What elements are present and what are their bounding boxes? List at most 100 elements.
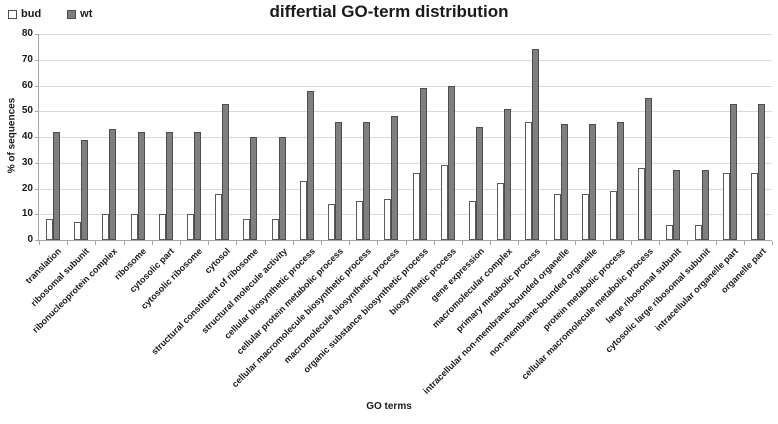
bar-bud: [356, 201, 364, 240]
bar-wt: [306, 90, 314, 240]
bar-wt: [53, 131, 61, 240]
gridline: [39, 214, 772, 216]
x-tick-mark: [377, 241, 379, 245]
bar-bud: [158, 214, 166, 240]
bar-bud: [271, 219, 279, 240]
gridline: [39, 85, 772, 87]
x-tick-mark: [518, 241, 520, 245]
bar-wt: [109, 129, 117, 240]
y-tick-label: 70: [21, 53, 33, 65]
bar-bud: [243, 219, 251, 240]
bar-bud: [497, 183, 505, 240]
x-axis-title: GO terms: [366, 401, 412, 412]
x-tick-mark: [264, 241, 266, 245]
y-tick-label: 20: [21, 182, 33, 194]
bar-wt: [475, 126, 483, 240]
x-tick-mark: [433, 241, 435, 245]
legend-label-wt: wt: [80, 8, 93, 20]
x-tick-mark: [67, 241, 69, 245]
gridline: [39, 111, 772, 113]
bar-wt: [588, 124, 596, 240]
x-tick-mark: [320, 241, 322, 245]
chart-title: differtial GO-term distribution: [269, 2, 509, 21]
bar-bud: [384, 198, 392, 240]
bar-wt: [447, 85, 455, 240]
x-tick-mark: [715, 241, 717, 245]
legend-swatch-bud-icon: [8, 9, 17, 19]
y-tick-label: 40: [21, 131, 33, 142]
bar-bud: [581, 193, 589, 240]
legend-label-bud: bud: [21, 8, 42, 20]
bar-bud: [722, 173, 730, 240]
bar-bud: [440, 165, 448, 240]
y-tick-label: 10: [21, 208, 33, 220]
y-tick-mark: [35, 34, 39, 35]
y-tick-mark: [35, 59, 39, 61]
legend-item-bud: bud: [8, 8, 41, 20]
x-tick-mark: [743, 241, 745, 245]
x-tick-mark: [602, 241, 604, 245]
x-tick-mark: [461, 241, 463, 245]
gridline: [39, 34, 772, 35]
x-tick-mark: [95, 241, 97, 245]
legend-swatch-wt-icon: [67, 9, 77, 19]
bar-bud: [525, 121, 533, 240]
bar-bud: [638, 167, 646, 240]
plot-area: 0 10 20 30 40 50 60 70 80: [22, 28, 773, 245]
legend-item-wt: wt: [67, 8, 92, 20]
y-tick-mark: [35, 188, 39, 190]
chart-legend: bud wt: [8, 8, 92, 20]
bar-bud: [694, 224, 702, 240]
y-tick-label: 0: [27, 234, 33, 245]
x-tick-mark: [292, 241, 294, 245]
bar-wt: [137, 131, 145, 240]
y-tick-label: 30: [21, 156, 33, 168]
bar-bud: [468, 201, 476, 240]
x-tick-mark: [490, 241, 492, 245]
y-tick-mark: [35, 111, 39, 113]
x-tick-mark: [687, 241, 689, 245]
bar-wt: [335, 121, 343, 240]
y-tick-mark: [35, 240, 39, 241]
y-tick-label: 60: [21, 79, 33, 91]
bar-bud: [412, 173, 420, 240]
x-tick-mark: [772, 241, 773, 245]
x-tick-mark: [631, 241, 633, 245]
x-tick-mark: [659, 241, 661, 245]
bar-wt: [560, 124, 568, 240]
bar-wt: [250, 137, 258, 240]
bar-wt: [391, 116, 399, 240]
gridline: [39, 162, 772, 164]
x-tick-mark: [39, 241, 40, 245]
bar-bud: [130, 214, 138, 240]
bar-wt: [645, 98, 653, 240]
y-tick-label: 80: [21, 28, 33, 39]
bar-wt: [532, 49, 540, 240]
x-tick-mark: [349, 241, 351, 245]
bar-bud: [666, 224, 674, 240]
x-tick-mark: [405, 241, 407, 245]
gridline: [39, 188, 772, 190]
y-tick-mark: [35, 137, 39, 138]
bar-wt: [419, 88, 427, 240]
bar-bud: [215, 193, 223, 240]
bar-wt: [616, 121, 624, 240]
bar-bud: [328, 203, 336, 240]
bar-wt: [81, 139, 89, 240]
bar-wt: [278, 137, 286, 240]
bar-wt: [729, 103, 737, 240]
x-tick-mark: [179, 241, 181, 245]
gridline: [39, 137, 772, 138]
y-tick-label: 50: [21, 105, 33, 117]
bar-wt: [757, 103, 765, 240]
x-tick-mark: [574, 241, 576, 245]
bar-bud: [299, 180, 307, 240]
bar-wt: [165, 131, 173, 240]
bar-bud: [102, 214, 110, 240]
gridline: [39, 59, 772, 61]
y-tick-mark: [35, 214, 39, 216]
y-tick-mark: [35, 162, 39, 164]
x-tick-mark: [151, 241, 153, 245]
bar-bud: [46, 219, 54, 240]
